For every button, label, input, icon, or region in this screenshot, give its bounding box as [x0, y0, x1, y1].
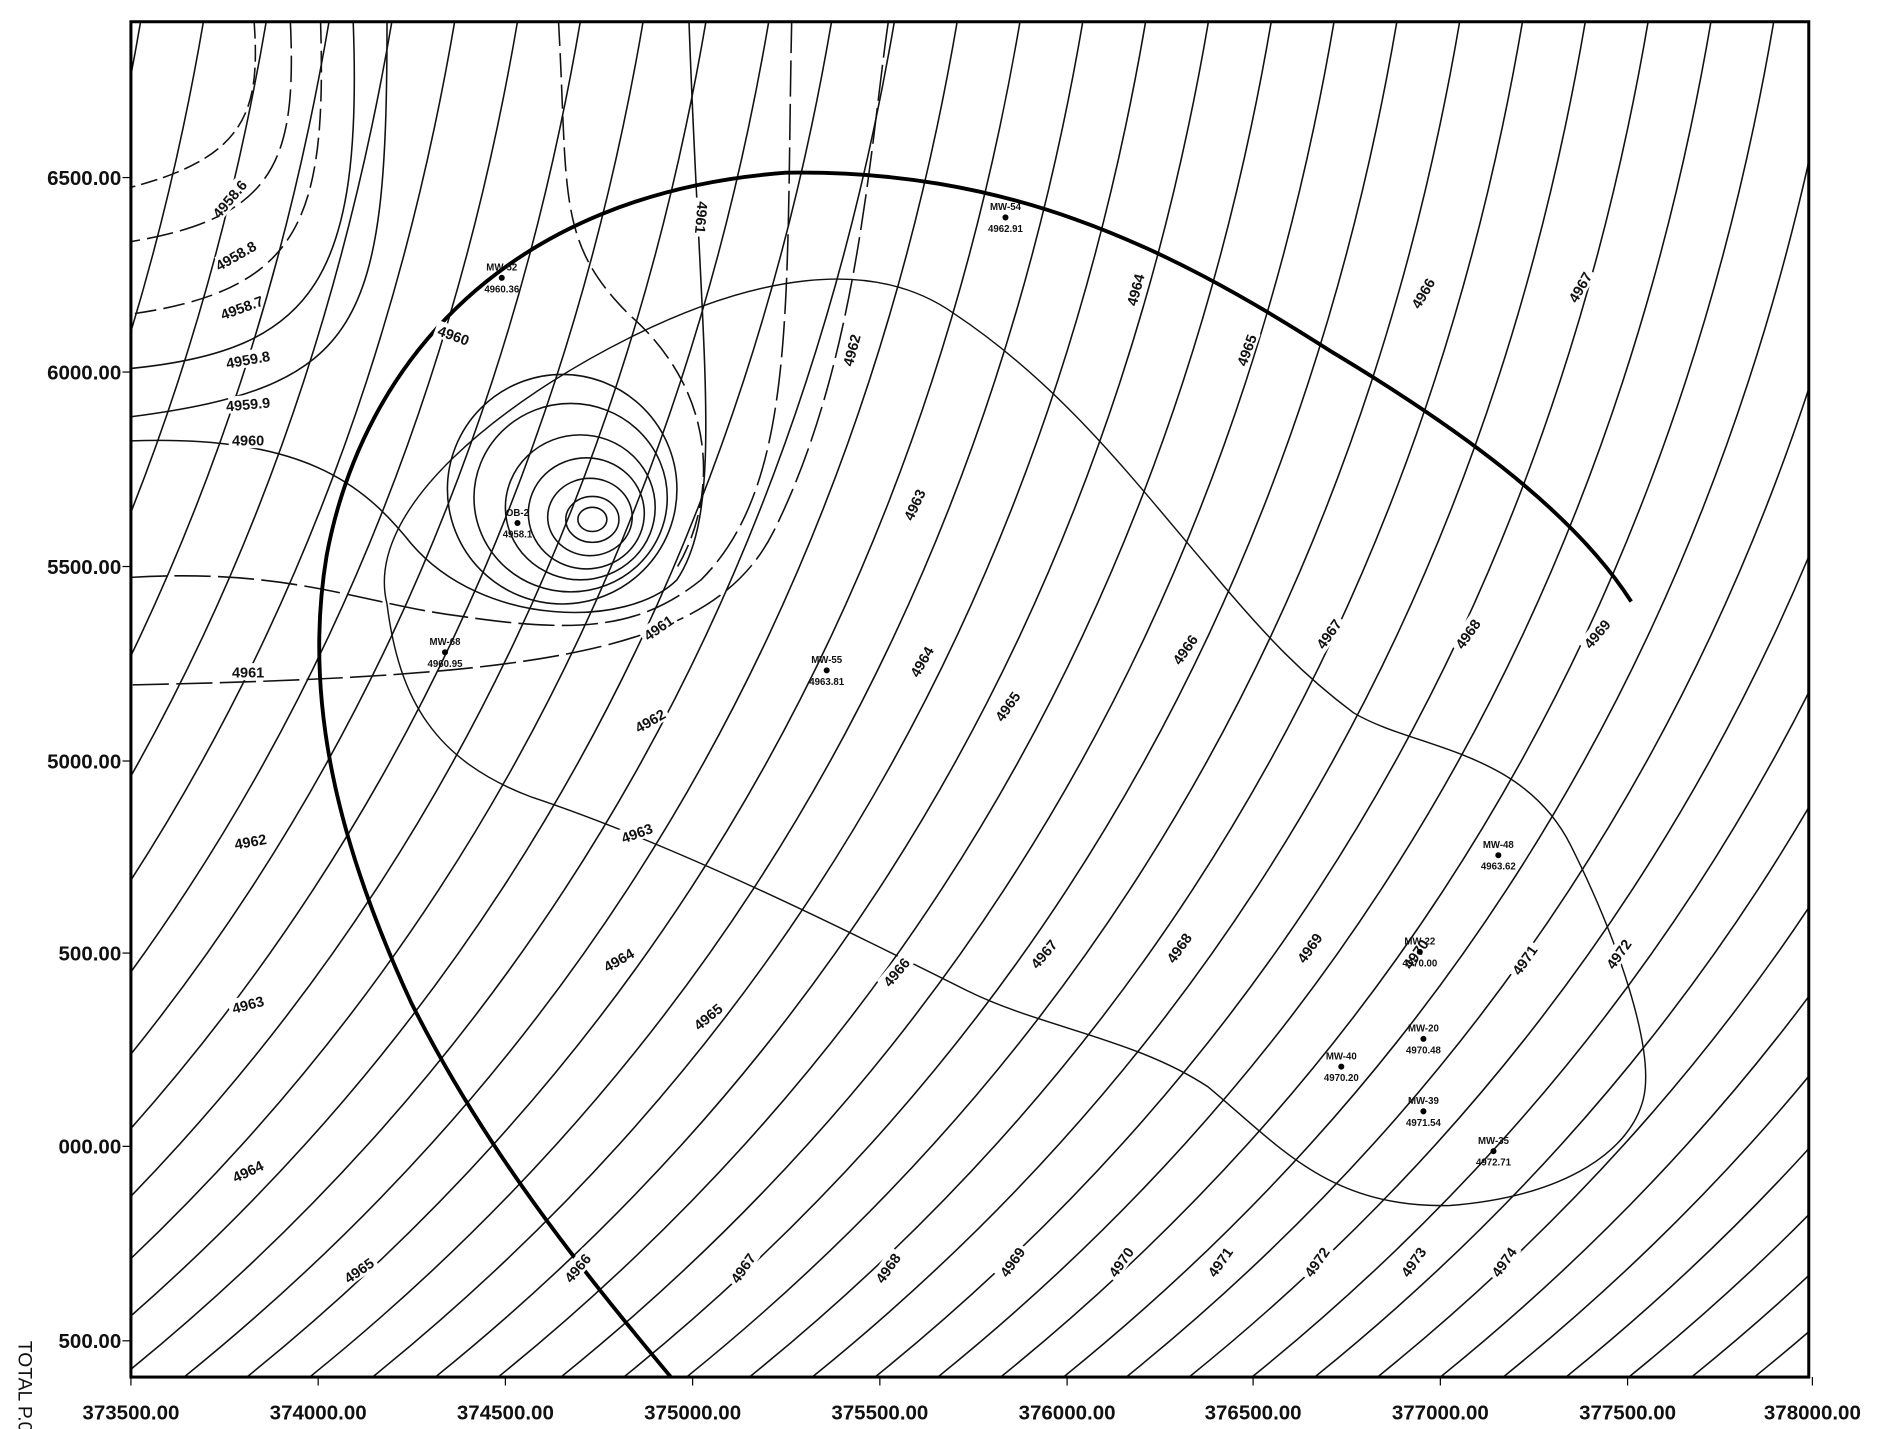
background [0, 0, 1894, 1429]
well-name: MW-39 [1408, 1096, 1440, 1107]
x-tick-label: 374500.00 [457, 1401, 554, 1424]
well-name: MW-22 [1404, 937, 1435, 948]
x-tick-label: 377500.00 [1579, 1401, 1676, 1424]
well-value: 4962.91 [988, 224, 1024, 235]
well-value: 4963.62 [1481, 862, 1516, 873]
x-tick-label: 376500.00 [1205, 1401, 1302, 1424]
contour-map: TOTAL P.05 373500.00 374000.00 374500.00 37… [0, 0, 1895, 1429]
y-tick-label: 6000.00 [47, 361, 121, 384]
well-name: MW-55 [811, 655, 843, 666]
page-footer: TOTAL P.05 [14, 1341, 35, 1429]
x-tick-label: 375000.00 [644, 1401, 741, 1424]
well-value: 4971.54 [1406, 1118, 1442, 1129]
well-name: MW-54 [990, 202, 1022, 213]
well-name: MW-20 [1408, 1024, 1439, 1035]
well-marker [499, 275, 505, 281]
well-marker [514, 520, 520, 526]
well-value: 4970.20 [1324, 1073, 1359, 1084]
well-name: MW-48 [1483, 840, 1515, 851]
well-value: 4963.81 [809, 677, 845, 688]
well-marker [1417, 949, 1423, 955]
well-value: 4960.36 [484, 284, 520, 295]
well-marker [1495, 852, 1501, 858]
y-tick-label: 500.00 [59, 942, 122, 965]
y-tick-label: 6500.00 [47, 167, 121, 190]
well-value: 4970.48 [1406, 1045, 1442, 1056]
well-marker [1338, 1064, 1344, 1070]
well-marker [442, 649, 448, 655]
well-name: MW-52 [486, 263, 517, 274]
x-tick-label: 374000.00 [270, 1401, 367, 1424]
well-marker [1420, 1108, 1426, 1114]
x-tick-label: 377000.00 [1392, 1401, 1489, 1424]
well-marker [824, 667, 830, 673]
contour-label: 4960 [232, 434, 264, 450]
well-name: MW-40 [1326, 1051, 1357, 1062]
well-value: 4958.1 [503, 530, 533, 541]
contour-label: 4961 [232, 666, 264, 682]
well-marker [1490, 1148, 1496, 1154]
x-tick-label: 376000.00 [1019, 1401, 1116, 1424]
y-tick-label: 000.00 [59, 1136, 122, 1159]
well-name: MW-68 [430, 637, 462, 648]
y-tick-label: 500.00 [59, 1330, 122, 1353]
well-name: OB-2 [506, 508, 529, 519]
well-marker [1002, 214, 1008, 220]
y-tick-label: 5500.00 [47, 556, 121, 579]
well-name: MW-35 [1478, 1136, 1510, 1147]
well-value: 4972.71 [1476, 1158, 1512, 1169]
well-value: 4960.95 [428, 659, 464, 670]
well-value: 4970.00 [1402, 958, 1437, 969]
x-tick-label: 378000.00 [1764, 1401, 1861, 1424]
well-marker [1420, 1036, 1426, 1042]
y-tick-label: 5000.00 [47, 750, 121, 773]
x-tick-label: 375500.00 [831, 1401, 928, 1424]
contour-label: 4961 [691, 201, 710, 235]
x-tick-label: 373500.00 [82, 1401, 179, 1424]
